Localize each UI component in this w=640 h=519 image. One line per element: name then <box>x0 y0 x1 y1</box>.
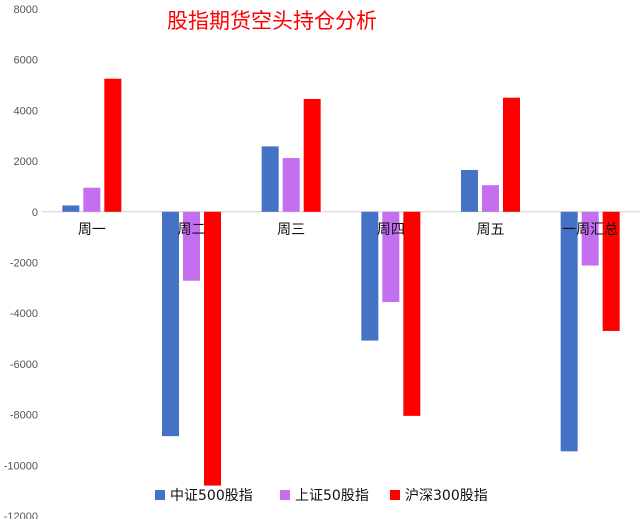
bars <box>62 78 620 486</box>
y-tick-label: -4000 <box>10 308 38 320</box>
category-label: 周一 <box>78 222 106 238</box>
bar-3-4 <box>403 211 421 416</box>
bar-2-5 <box>482 185 499 212</box>
bar-1-5 <box>461 169 478 212</box>
bar-1-2 <box>162 211 179 437</box>
chart-title: 股指期货空头持仓分析 <box>167 9 377 33</box>
category-labels: 周一 周二 周三 周四 周五 一周汇总 <box>78 222 618 238</box>
bar-2-3 <box>282 158 300 212</box>
y-tick-label: -10000 <box>4 460 38 472</box>
legend-label: 上证50股指 <box>295 488 369 504</box>
category-label: 周二 <box>178 222 206 238</box>
y-tick-label: 8000 <box>14 4 38 16</box>
bar-1-1 <box>62 205 80 212</box>
y-tick-label: -2000 <box>10 258 38 270</box>
bar-3-6 <box>602 211 620 331</box>
bar-3-1 <box>104 78 122 212</box>
legend-swatch <box>155 490 165 500</box>
bar-2-1 <box>83 187 101 212</box>
legend-swatch <box>280 490 290 500</box>
y-axis-ticks: 8000 6000 4000 2000 0 -2000 -4000 -6000 -8000 -10… <box>4 4 38 519</box>
bar-1-4 <box>361 211 379 341</box>
y-tick-label: 4000 <box>14 105 38 117</box>
bar-3-2 <box>204 211 221 486</box>
bar-3-3 <box>303 98 321 212</box>
bar-2-6 <box>581 211 599 266</box>
y-tick-label: 6000 <box>14 55 38 67</box>
bar-3-5 <box>503 97 520 212</box>
legend-label: 中证500股指 <box>170 488 253 504</box>
legend: 中证500股指 上证50股指 沪深300股指 <box>155 488 488 504</box>
bar-2-4 <box>382 211 400 303</box>
legend-label: 沪深300股指 <box>405 488 488 504</box>
bar-1-3 <box>261 146 279 212</box>
y-tick-label: -8000 <box>10 410 38 422</box>
category-label: 一周汇总 <box>562 222 618 238</box>
legend-swatch <box>390 490 400 500</box>
category-label: 周五 <box>477 222 505 238</box>
y-tick-label: -12000 <box>4 511 38 519</box>
y-tick-label: 0 <box>32 207 38 219</box>
y-tick-label: 2000 <box>14 156 38 168</box>
bar-2-2 <box>183 211 200 281</box>
category-label: 周四 <box>377 222 405 238</box>
y-tick-label: -6000 <box>10 359 38 371</box>
bar-1-6 <box>560 211 578 452</box>
category-label: 周三 <box>277 222 305 238</box>
